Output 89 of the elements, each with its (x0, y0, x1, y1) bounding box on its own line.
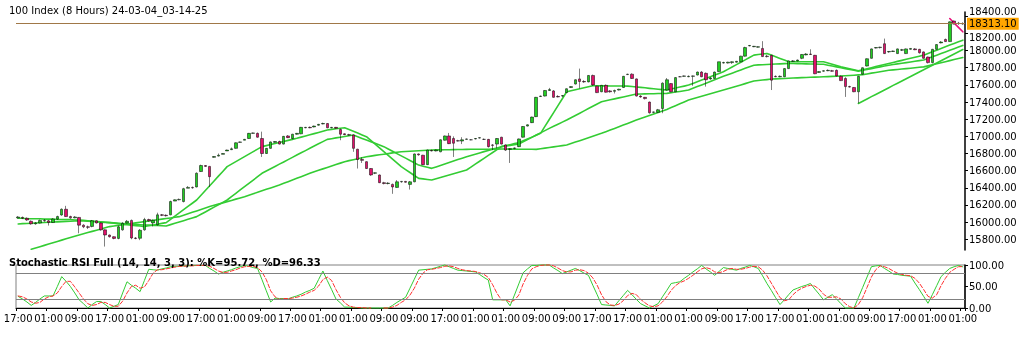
x-tick-label: 09:00 (521, 312, 551, 324)
candlestick (299, 126, 303, 135)
candlestick (517, 138, 521, 148)
candlestick (138, 228, 142, 241)
x-tick-label: 17:00 (430, 312, 460, 324)
candlestick (595, 85, 599, 94)
x-tick-label: 01:00 (460, 312, 490, 324)
y-tick-label: 100.00 (969, 259, 1004, 271)
x-tick-label: 01:00 (125, 312, 155, 324)
candlestick (208, 165, 211, 188)
chart-title: Stochastic RSI Full (14, 14, 3, 3): %K=95.72, %D=96.33 (9, 256, 321, 268)
x-tick-label: 17:00 (278, 312, 307, 324)
x-tick-label: 17:00 (735, 312, 764, 324)
x-tick-label: 17:00 (613, 312, 643, 324)
x-tick-label: 09:00 (399, 312, 429, 324)
line-series (948, 17, 964, 33)
ref-line-label: 18313.10 (969, 18, 1017, 30)
y-tick-label: 17000.00 (969, 130, 1017, 142)
x-tick-label: 09:00 (64, 312, 94, 324)
x-tick-label: 17:00 (765, 312, 795, 324)
candlestick (813, 54, 817, 75)
candlestick (591, 74, 595, 87)
candlestick (521, 125, 525, 138)
candlestick (64, 205, 68, 218)
x-tick-label: 09:00 (247, 312, 277, 324)
x-tick-label: 01:00 (674, 312, 703, 324)
y-tick-label: 17800.00 (969, 62, 1017, 74)
y-tick-label: 16200.00 (969, 199, 1017, 211)
x-tick-label: 01:00 (796, 312, 825, 324)
candlestick (199, 164, 203, 173)
candlestick (247, 132, 251, 140)
candlestick (622, 75, 625, 89)
y-tick-label: 18000.00 (969, 45, 1017, 57)
x-tick-label: 01:00 (643, 312, 673, 324)
candlestick (656, 108, 660, 114)
y-tick-label: 17600.00 (969, 79, 1017, 91)
candlestick (543, 89, 547, 97)
y-tick-label: 18400.00 (969, 6, 1017, 18)
candlestick (339, 128, 342, 141)
x-tick-label: 17:00 (887, 312, 917, 324)
x-tick-label: 01:00 (338, 312, 368, 324)
y-tick-label: 16600.00 (969, 165, 1017, 177)
x-tick-label: 01:00 (948, 312, 978, 324)
candlestick (495, 137, 499, 149)
x-tick-label: 01:00 (826, 312, 856, 324)
candlestick (16, 215, 20, 219)
x-tick-label: 09:00 (856, 312, 886, 324)
candlestick (604, 84, 608, 93)
candlestick (234, 142, 238, 150)
candlestick (948, 21, 952, 43)
candlestick (487, 138, 490, 148)
x-tick-label: 17:00 (95, 312, 125, 324)
x-tick-label: 17:00 (186, 312, 216, 324)
candlestick (565, 88, 568, 94)
y-tick-label: 16800.00 (969, 148, 1017, 160)
candlestick (195, 172, 198, 188)
candlestick (704, 72, 708, 87)
x-tick-label: 01:00 (217, 312, 246, 324)
x-tick-label: 01:00 (917, 312, 947, 324)
x-tick-label: 01:00 (308, 312, 338, 324)
candlestick (508, 148, 512, 164)
candlestick (38, 219, 42, 224)
x-tick-label: 17:00 (582, 312, 612, 324)
y-tick-label: 18200.00 (969, 32, 1017, 44)
candlestick (648, 101, 651, 114)
y-tick-label: 16000.00 (969, 216, 1017, 228)
y-tick-label: 0.00 (969, 302, 992, 314)
chart-title: 100 Index (8 Hours) 24-03-04_03-14-25 (9, 4, 208, 17)
y-tick-label: 16400.00 (969, 182, 1017, 194)
x-tick-label: 01:00 (34, 312, 64, 324)
y-tick-label: 50.00 (969, 281, 998, 292)
candlestick (260, 131, 264, 158)
x-tick-label: 09:00 (704, 312, 734, 324)
candlestick (77, 216, 81, 234)
x-tick-label: 09:00 (369, 312, 399, 324)
candlestick (691, 75, 695, 87)
x-tick-label: 17:00 (3, 312, 33, 324)
x-tick-label: 09:00 (156, 312, 185, 324)
candlestick (800, 53, 804, 60)
candlestick (861, 67, 864, 75)
x-tick-label: 09:00 (552, 312, 582, 324)
candlestick (460, 136, 464, 145)
y-tick-label: 17400.00 (969, 96, 1017, 108)
y-tick-label: 15800.00 (969, 233, 1017, 245)
candlestick (90, 219, 94, 228)
candlestick (51, 218, 55, 224)
candlestick (904, 48, 908, 55)
x-tick-label: 01:00 (491, 312, 521, 324)
y-tick-label: 17200.00 (969, 113, 1017, 125)
